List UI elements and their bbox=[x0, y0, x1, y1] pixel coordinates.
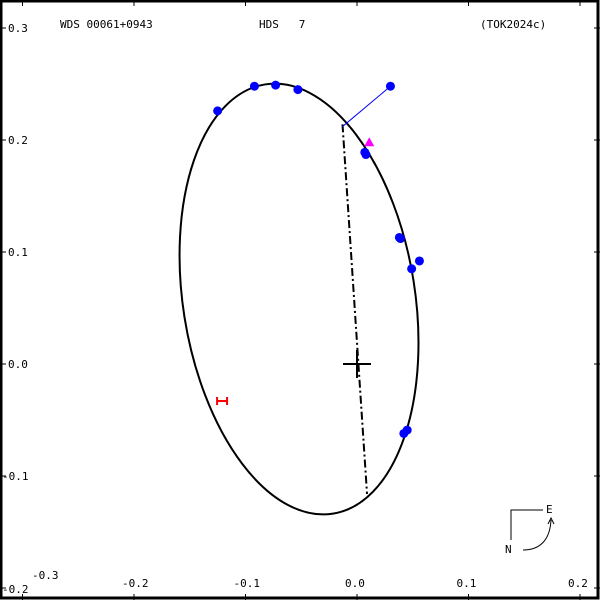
observation-point bbox=[249, 81, 259, 91]
y-tick-label: -0.1 bbox=[2, 470, 29, 483]
observation-point bbox=[395, 234, 405, 244]
observation-point bbox=[407, 264, 417, 274]
compass-north: N bbox=[505, 543, 512, 556]
wds-label: WDS 00061+0943 bbox=[60, 18, 153, 31]
compass-frame bbox=[510, 509, 543, 540]
x-tick-label: -0.1 bbox=[234, 577, 261, 590]
reference-label: (TOK2024c) bbox=[480, 18, 546, 31]
observation-point bbox=[271, 80, 281, 90]
plot-marks bbox=[178, 80, 424, 516]
h-measure bbox=[216, 396, 229, 405]
x-tick-label: 0.2 bbox=[568, 577, 588, 590]
discoverer-label: HDS 7 bbox=[259, 18, 305, 31]
y-tick-label: -0.2 bbox=[2, 583, 29, 596]
line-of-nodes bbox=[341, 124, 369, 494]
observation-point bbox=[414, 256, 424, 266]
x-tick-label: 0.1 bbox=[457, 577, 477, 590]
y-tick-label: 0.3 bbox=[8, 22, 28, 35]
residual-line bbox=[342, 85, 391, 127]
compass-east: E bbox=[546, 503, 553, 516]
x-tick-label: -0.3 bbox=[32, 569, 59, 582]
x-tick-label: 0.0 bbox=[345, 577, 365, 590]
rotation-arrow-icon bbox=[522, 516, 555, 551]
y-tick-label: 0.0 bbox=[8, 358, 28, 371]
y-tick-label: 0.2 bbox=[8, 134, 28, 147]
observation-point bbox=[361, 150, 371, 160]
primary-star-cross bbox=[343, 350, 371, 378]
observation-point bbox=[293, 85, 303, 95]
observation-point bbox=[213, 106, 223, 116]
orbit-ellipse bbox=[178, 82, 420, 516]
triangle-measure bbox=[364, 137, 375, 147]
x-tick-label: -0.2 bbox=[122, 577, 149, 590]
y-tick-label: 0.1 bbox=[8, 246, 28, 259]
compass: E N bbox=[505, 503, 555, 556]
observation-point bbox=[402, 425, 412, 435]
observation-point bbox=[385, 81, 395, 91]
